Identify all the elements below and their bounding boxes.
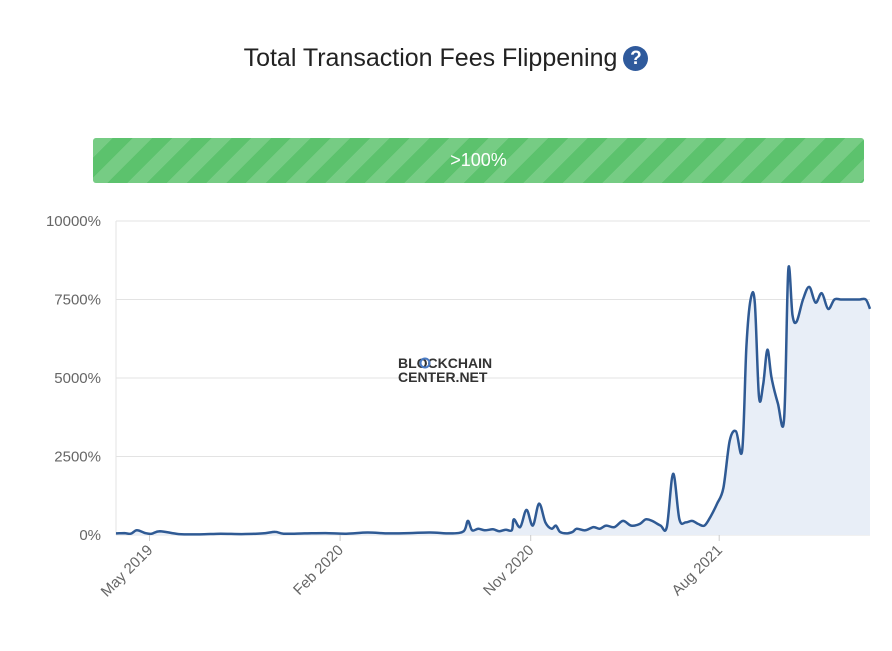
chart-title: Total Transaction Fees Flippening: [243, 44, 618, 72]
x-axis: May 2019 Feb 2020 Nov 2020 Aug 2021: [98, 535, 726, 600]
blockchaincenter-watermark: BLOCKCHAIN CENTER.NET: [398, 355, 492, 385]
y-tick-label: 2500%: [54, 449, 101, 466]
progress-fill: [93, 138, 864, 183]
chain-link-icon: [419, 357, 431, 369]
x-tick-label: Feb 2020: [290, 542, 347, 599]
y-tick-label: 7500%: [54, 292, 101, 309]
watermark-line-2: CENTER.NET: [398, 369, 488, 385]
flippening-progress-bar: >100%: [93, 138, 864, 183]
y-axis: 0% 2500% 5000% 7500% 10000%: [46, 213, 101, 544]
y-tick-label: 10000%: [46, 213, 101, 230]
x-tick-label: May 2019: [98, 542, 157, 601]
chart-title-row: Total Transaction Fees Flippening?: [0, 44, 892, 73]
progress-label: >100%: [450, 150, 507, 170]
series-line: [115, 265, 872, 536]
question-circle-icon[interactable]: ?: [623, 46, 649, 71]
y-tick-label: 5000%: [54, 370, 101, 387]
area-layer: [115, 265, 872, 536]
x-tick-label: Aug 2021: [669, 542, 726, 599]
fees-chart: BLOCKCHAIN CENTER.NET 0% 2500% 5000% 7500% 1…: [46, 213, 872, 600]
y-tick-label: 0%: [79, 527, 101, 544]
series-area: [116, 266, 870, 535]
x-tick-label: Nov 2020: [480, 542, 537, 599]
